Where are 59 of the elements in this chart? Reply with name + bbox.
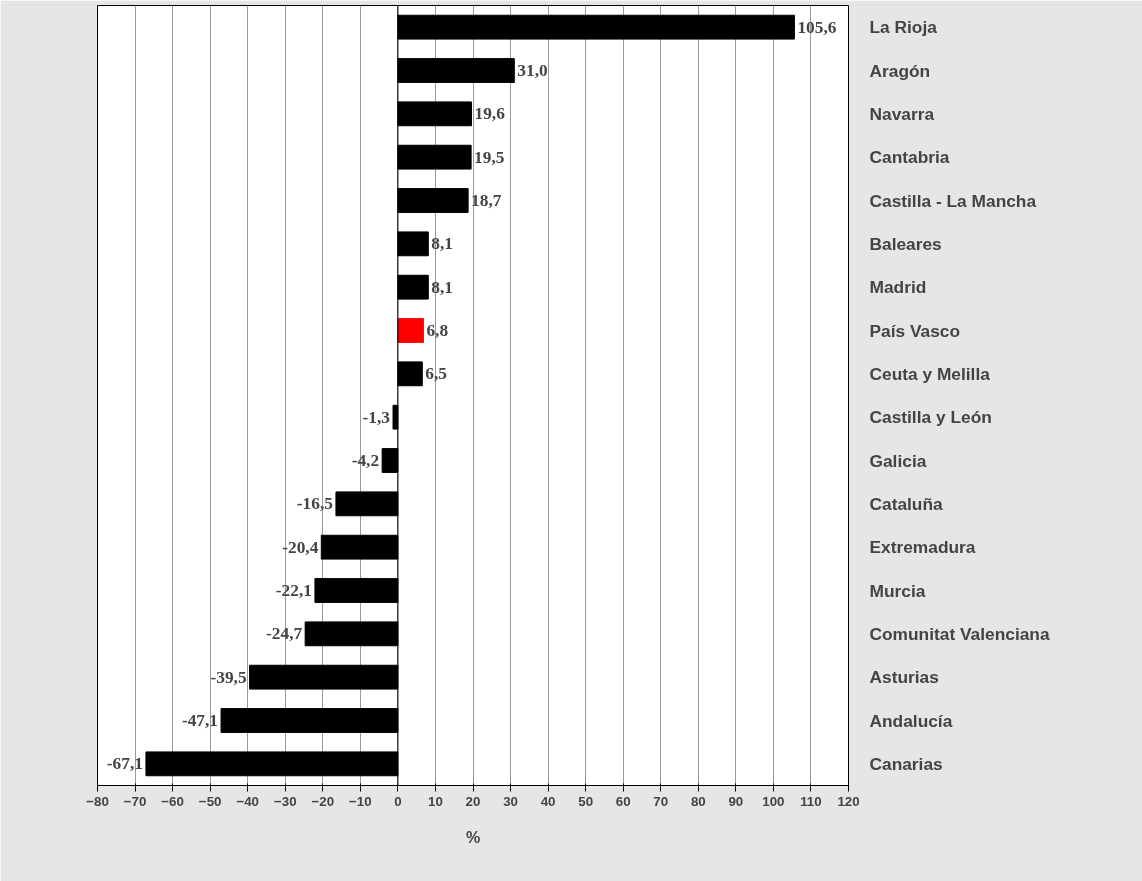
data-label: 6,8 (426, 321, 449, 340)
data-label: -67,1 (106, 754, 143, 774)
x-tick-label: 110 (800, 793, 822, 809)
data-label: -1,3 (362, 407, 391, 427)
y-tick-label: Comunitat Valenciana (869, 623, 1050, 644)
x-tick-label: 40 (540, 793, 556, 809)
x-tick-label: 60 (615, 793, 631, 809)
x-tick-label: 10 (428, 793, 443, 809)
data-label: 6,5 (425, 364, 448, 384)
data-label: -24,7 (266, 624, 303, 644)
data-label: -39,5 (210, 667, 247, 687)
y-tick-label: Aragón (869, 60, 931, 81)
x-tick-label: 70 (653, 793, 669, 809)
y-tick-label: Castilla y León (869, 407, 992, 428)
x-tick-label: 0 (394, 793, 402, 809)
y-tick-label: Asturias (869, 667, 939, 688)
y-tick-label: Madrid (869, 277, 927, 298)
data-label: 8,1 (431, 277, 453, 297)
x-tick-label: 50 (578, 793, 594, 809)
x-tick-label: −20 (311, 793, 335, 809)
y-tick-label: Cantabria (869, 147, 950, 168)
x-tick-label: 30 (503, 793, 518, 809)
data-label: -4,2 (351, 451, 380, 470)
y-tick-label: Murcia (869, 580, 926, 601)
x-tick-label: −80 (86, 793, 109, 809)
y-tick-label: Cataluña (869, 493, 944, 514)
data-label: -20,4 (282, 537, 319, 557)
y-tick-label: País Vasco (869, 320, 961, 341)
y-tick-label: Castilla - La Mancha (869, 190, 1037, 211)
data-label: 8,1 (431, 234, 453, 254)
x-tick-label: 80 (690, 793, 706, 809)
y-tick-label: Navarra (869, 103, 935, 124)
y-tick-label: Baleares (869, 233, 942, 254)
data-label: -16,5 (296, 494, 334, 514)
x-tick-label: −10 (349, 793, 372, 809)
data-label: 19,5 (474, 147, 505, 167)
y-tick-label: Canarias (869, 753, 943, 774)
x-tick-label: −60 (161, 793, 184, 809)
data-label: 18,7 (471, 191, 502, 210)
x-axis-title: % (465, 828, 481, 846)
data-label: -47,1 (181, 711, 219, 730)
x-tick-label: −30 (273, 793, 297, 809)
data-label: -22,1 (275, 581, 312, 600)
bar (397, 318, 424, 343)
y-tick-label: Galicia (869, 450, 927, 471)
y-tick-label: La Rioja (869, 17, 938, 38)
x-tick-label: −50 (198, 793, 222, 809)
x-tick-label: 20 (465, 793, 481, 809)
data-label: 31,0 (517, 61, 548, 80)
x-tick-label: −40 (236, 793, 260, 809)
y-tick-label: Extremadura (869, 537, 976, 558)
x-tick-label: 120 (837, 793, 860, 809)
data-label: 19,6 (474, 104, 506, 124)
y-tick-label: Ceuta y Melilla (869, 363, 991, 384)
y-tick-label: Andalucía (869, 710, 953, 731)
data-label: 105,6 (797, 17, 837, 37)
x-tick-label: −70 (123, 793, 147, 809)
x-tick-label: 100 (762, 793, 785, 809)
x-tick-label: 90 (728, 793, 744, 809)
